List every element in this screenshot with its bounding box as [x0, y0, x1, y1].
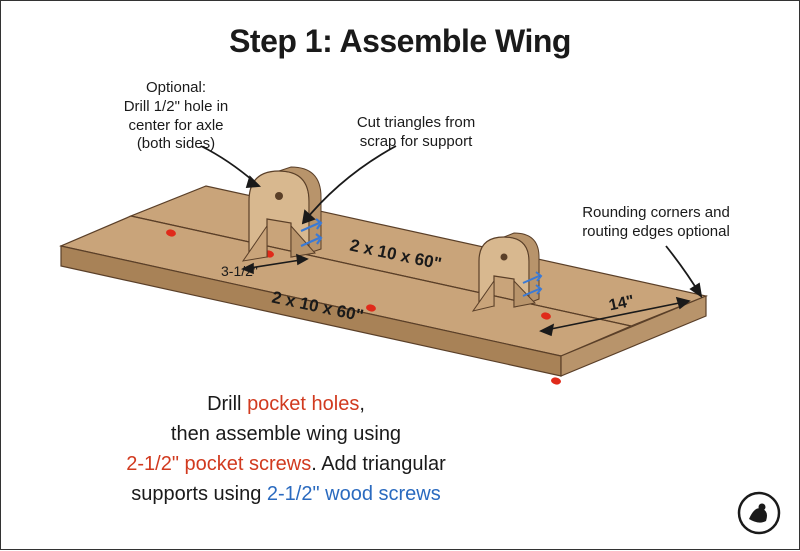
- dim-offset: 14": [607, 293, 636, 316]
- dim-bracket: 3-1/2": [221, 263, 258, 279]
- instr-3a: 2-1/2" pocket screws: [126, 453, 311, 475]
- instr-1b: pocket holes: [247, 393, 359, 415]
- pocket-holes: [165, 207, 561, 385]
- callout-optional-drill: Optional: Drill 1/2" hole in center for …: [96, 79, 256, 154]
- dim-board1: 2 x 10 x 60": [348, 236, 443, 275]
- instr-2: then assemble wing using: [71, 419, 501, 449]
- dim-board2: 2 x 10 x 60": [270, 288, 365, 327]
- instr-4a: supports using: [131, 483, 267, 505]
- instr-1c: ,: [359, 393, 365, 415]
- right-bracket: [473, 233, 541, 311]
- instr-4b: 2-1/2" wood screws: [267, 483, 441, 505]
- instr-1a: Drill: [207, 393, 247, 415]
- left-bracket: [243, 167, 321, 261]
- instructions-block: Drill pocket holes, then assemble wing u…: [71, 389, 501, 509]
- step-title: Step 1: Assemble Wing: [1, 23, 799, 60]
- brand-logo-icon: [737, 491, 781, 535]
- front-plank-top: [61, 216, 631, 356]
- instr-3b: . Add triangular: [311, 453, 446, 475]
- callout-rounding: Rounding corners and routing edges optio…: [556, 204, 756, 242]
- callout-triangles: Cut triangles from scrap for support: [331, 114, 501, 152]
